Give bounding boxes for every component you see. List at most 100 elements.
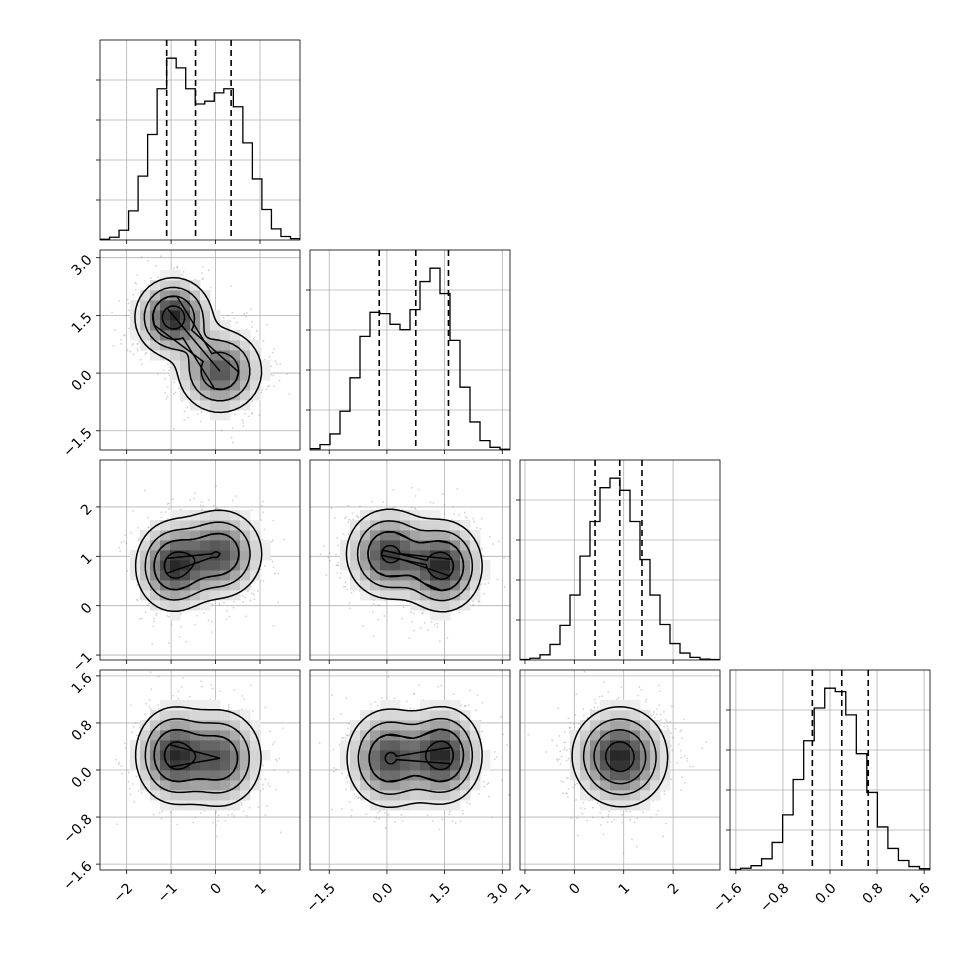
scatter-point xyxy=(177,697,180,700)
scatter-point xyxy=(277,601,280,604)
contour-line xyxy=(367,530,465,592)
density-cell xyxy=(470,530,481,541)
scatter-point xyxy=(487,582,490,584)
scatter-point xyxy=(272,385,275,388)
scatter-point xyxy=(218,603,221,606)
scatter-point xyxy=(271,560,274,563)
scatter-point xyxy=(157,373,160,375)
scatter-point xyxy=(503,556,506,559)
density-cell xyxy=(420,520,431,531)
density-cell xyxy=(240,580,251,591)
scatter-point xyxy=(172,392,175,395)
scatter-point xyxy=(482,555,485,557)
scatter-point xyxy=(496,578,499,581)
density-cell xyxy=(150,290,161,301)
density-cell xyxy=(150,590,161,601)
density-cell xyxy=(130,570,141,581)
scatter-point xyxy=(120,338,122,341)
scatter-point xyxy=(207,269,210,272)
scatter-point xyxy=(211,631,213,634)
scatter-point xyxy=(283,538,286,541)
scatter-point xyxy=(120,342,123,345)
scatter-point xyxy=(480,583,483,585)
scatter-point xyxy=(344,586,347,588)
density-cell xyxy=(410,570,421,581)
density-cell xyxy=(400,560,411,571)
density-cell xyxy=(460,580,471,591)
contour-line xyxy=(153,532,240,591)
scatter-point xyxy=(147,526,150,529)
scatter-point xyxy=(325,574,328,577)
density-cell xyxy=(180,580,191,591)
scatter-point xyxy=(478,600,481,603)
scatter-point xyxy=(279,363,282,366)
scatter-point xyxy=(271,351,274,354)
density-cell xyxy=(450,590,461,601)
scatter-point xyxy=(247,590,249,593)
density-cell xyxy=(220,540,231,551)
contour-line xyxy=(144,521,251,601)
density-cell xyxy=(220,320,231,331)
density-cell xyxy=(200,510,211,521)
density-cell xyxy=(150,300,161,311)
density-cell xyxy=(220,510,231,521)
scatter-point xyxy=(412,612,415,615)
scatter-point xyxy=(482,592,485,595)
scatter-point xyxy=(401,617,404,620)
density-cell xyxy=(170,360,181,371)
density-cell xyxy=(170,510,181,521)
scatter-point xyxy=(118,546,121,549)
scatter-point xyxy=(202,505,205,508)
density-layer xyxy=(319,486,506,642)
scatter-point xyxy=(419,626,422,629)
density-cell xyxy=(210,510,221,521)
density-cell xyxy=(220,390,231,401)
scatter-point xyxy=(241,419,244,422)
scatter-point xyxy=(167,502,170,505)
panel-frame xyxy=(99,249,301,451)
density-cell xyxy=(150,550,161,561)
density-cell xyxy=(200,600,211,611)
scatter-point xyxy=(128,308,130,311)
density-cell xyxy=(170,340,181,351)
density-cell xyxy=(430,550,441,561)
density-cell xyxy=(420,600,431,611)
scatter-point xyxy=(201,278,204,281)
density-cell xyxy=(370,580,381,591)
scatter-point xyxy=(178,387,180,390)
density-cell xyxy=(190,530,201,541)
scatter-point xyxy=(136,274,139,277)
scatter-point xyxy=(124,747,127,749)
scatter-point xyxy=(268,385,271,387)
density-cell xyxy=(420,580,431,591)
density-cell xyxy=(230,540,241,551)
density-cell xyxy=(130,330,141,341)
scatter-point xyxy=(157,276,160,279)
scatter-point xyxy=(147,526,150,529)
histogram-step xyxy=(310,267,510,450)
scatter-point xyxy=(336,564,339,566)
contour-line xyxy=(152,295,240,391)
density-cell xyxy=(250,350,261,361)
scatter-point xyxy=(337,544,340,547)
density-layer xyxy=(111,255,291,444)
density-cell xyxy=(180,510,191,521)
density-cell xyxy=(160,520,171,531)
y-tick-label: −1.5 xyxy=(60,425,95,460)
density-cell xyxy=(390,520,401,531)
scatter-point xyxy=(328,559,331,562)
panel-frame xyxy=(309,249,511,451)
scatter-point xyxy=(270,365,273,368)
density-cell xyxy=(360,580,371,591)
density-cell xyxy=(240,520,251,531)
density-cell xyxy=(240,550,251,561)
density-cell xyxy=(170,290,181,301)
density-cell xyxy=(180,280,191,291)
scatter-point xyxy=(167,642,170,644)
scatter-point xyxy=(155,614,158,616)
density-cell xyxy=(380,510,391,521)
scatter-point xyxy=(144,489,146,492)
scatter-point xyxy=(402,606,405,609)
density-cell xyxy=(200,390,211,401)
scatter-point xyxy=(288,393,291,396)
